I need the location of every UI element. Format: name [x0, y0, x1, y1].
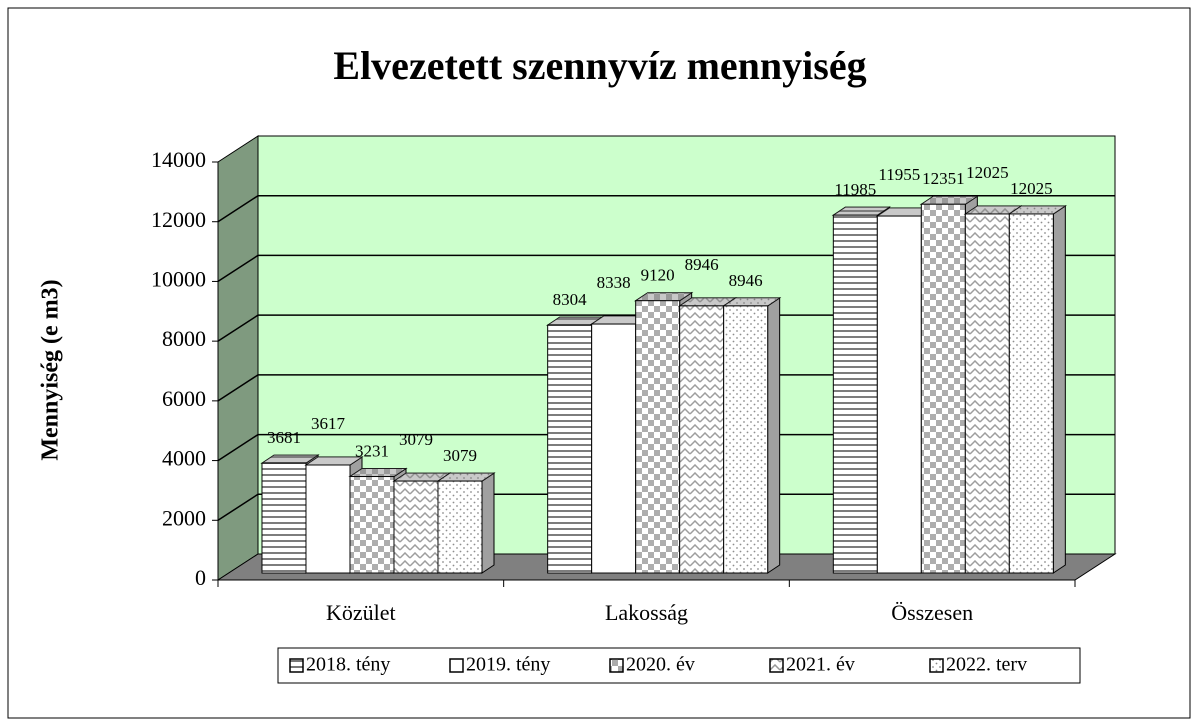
y-tick-label: 0 — [195, 565, 206, 590]
bar-top-shade — [394, 473, 450, 482]
data-label: 12351 — [922, 169, 965, 188]
bar-top-shade — [965, 205, 1022, 214]
bar-top-shade — [679, 297, 736, 306]
y-tick-label: 2000 — [162, 505, 206, 530]
legend-swatch — [289, 658, 304, 673]
bar-top-shade — [438, 473, 494, 482]
bar-top-shade — [635, 292, 692, 301]
data-label: 3231 — [355, 441, 389, 460]
bar — [1008, 213, 1054, 574]
data-label: 3617 — [311, 414, 346, 433]
bar-side — [1052, 205, 1066, 574]
bar-tint — [438, 481, 482, 573]
data-label: 11955 — [878, 165, 920, 184]
legend-label: 2021. év — [786, 654, 855, 676]
bar — [349, 476, 395, 574]
data-label: 3079 — [443, 446, 477, 465]
bar — [832, 214, 878, 574]
bar-tint — [350, 476, 394, 573]
bar-top-shade — [591, 316, 648, 325]
bar-tint — [833, 215, 878, 573]
x-tick-label: Összesen — [891, 600, 973, 625]
bar-top-shade — [350, 468, 406, 477]
legend-label: 2020. év — [626, 654, 695, 676]
bar — [920, 203, 966, 574]
bar-tint — [679, 305, 724, 573]
y-tick-label: 6000 — [162, 386, 206, 411]
bar-tint — [591, 324, 636, 573]
bar-top-shade — [1009, 205, 1066, 214]
legend-label: 2018. tény — [306, 654, 390, 676]
grid-line — [217, 195, 259, 223]
data-label: 8304 — [553, 290, 588, 309]
bar-side — [767, 296, 781, 574]
bar-top-shade — [833, 207, 890, 216]
legend-swatch — [609, 658, 624, 673]
bar — [679, 305, 725, 574]
y-tick-label: 4000 — [162, 446, 206, 471]
bar — [964, 213, 1010, 574]
bar-tint — [262, 463, 306, 573]
bar-tint — [965, 213, 1010, 574]
bar-tint — [547, 325, 592, 573]
bar — [393, 480, 439, 574]
data-label: 9120 — [641, 266, 675, 285]
legend-swatch — [769, 658, 784, 673]
bar — [591, 323, 637, 574]
bar — [261, 462, 307, 574]
y-tick-label: 14000 — [151, 147, 206, 172]
y-tick-label: 12000 — [151, 207, 206, 232]
legend-swatch — [449, 658, 464, 673]
bar-tint — [877, 216, 922, 573]
bar-top-shade — [877, 208, 934, 217]
y-axis-label: Mennyiség (e m3) — [38, 279, 64, 460]
bar-tint — [306, 465, 350, 573]
bar-top-shade — [306, 457, 362, 466]
legend-label: 2022. terv — [946, 654, 1027, 676]
chart-title: Elvezetett szennyvíz mennyiség — [333, 43, 866, 88]
bar — [305, 464, 351, 574]
bar — [635, 300, 681, 574]
data-label: 8338 — [597, 273, 631, 292]
side-wall — [217, 135, 259, 581]
bar — [547, 324, 593, 574]
bar-tint — [394, 481, 438, 573]
bar — [876, 215, 922, 574]
bar-top-shade — [921, 196, 978, 205]
bar-tint — [921, 204, 966, 573]
y-tick-label: 10000 — [151, 266, 206, 291]
grid-line — [217, 254, 259, 283]
bar-tint — [1009, 213, 1054, 574]
bar — [437, 480, 483, 574]
data-label: 3079 — [399, 430, 433, 449]
legend-swatch — [929, 658, 944, 673]
grid-line — [217, 493, 259, 521]
grid-line — [217, 314, 259, 342]
grid-line — [217, 374, 259, 402]
bar — [723, 305, 769, 574]
bar-side — [481, 472, 495, 574]
bar-tint — [723, 305, 768, 573]
data-label: 12025 — [966, 163, 1009, 182]
bar-top-shade — [723, 297, 780, 306]
y-tick-label: 8000 — [162, 326, 206, 351]
data-label: 8946 — [729, 271, 763, 290]
data-label: 12025 — [1010, 179, 1053, 198]
data-label: 8946 — [685, 255, 719, 274]
legend — [277, 647, 1081, 684]
x-tick-label: Közület — [326, 600, 396, 625]
data-label: 3681 — [267, 428, 301, 447]
grid-line — [217, 433, 259, 462]
bar-tint — [635, 300, 680, 573]
data-label: 11985 — [834, 180, 876, 199]
x-tick-label: Lakosság — [605, 600, 688, 625]
bar-top-shade — [262, 455, 318, 464]
legend-label: 2019. tény — [466, 654, 550, 676]
bar-top-shade — [547, 317, 604, 326]
